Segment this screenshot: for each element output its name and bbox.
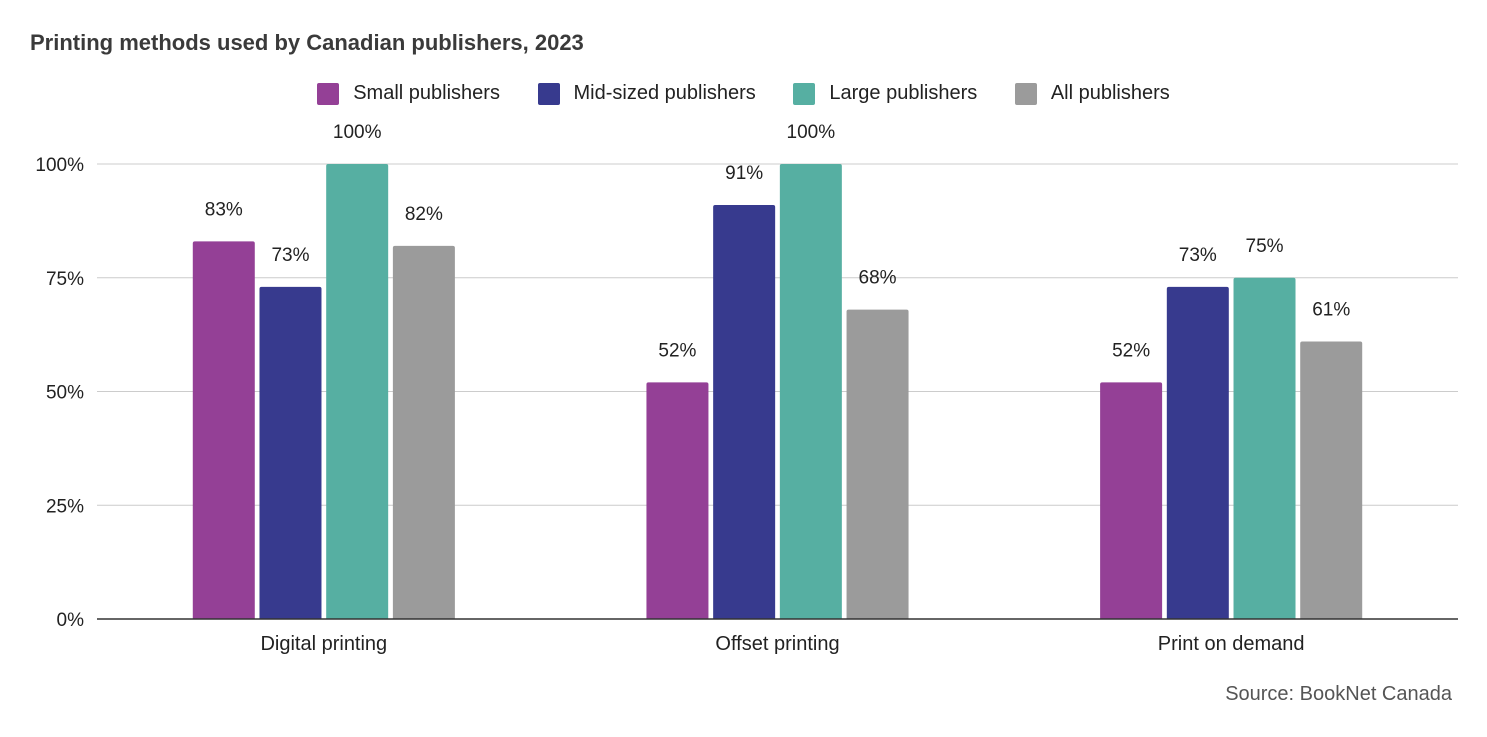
legend-item-large: Large publishers xyxy=(793,82,977,105)
legend: Small publishers Mid-sized publishers La… xyxy=(0,82,1487,111)
legend-label-large: Large publishers xyxy=(829,82,978,104)
legend-label-all: All publishers xyxy=(1050,82,1170,104)
y-tick-label: 100% xyxy=(35,155,84,176)
y-tick-label: 50% xyxy=(46,383,84,404)
data-label: 82% xyxy=(405,204,443,225)
bar xyxy=(646,382,709,619)
data-label: 52% xyxy=(658,340,696,361)
legend-label-mid-sized: Mid-sized publishers xyxy=(573,82,756,104)
legend-swatch-small xyxy=(317,82,340,105)
data-label: 100% xyxy=(787,122,836,143)
data-label: 61% xyxy=(1312,299,1350,320)
data-label: 91% xyxy=(725,163,763,184)
bar xyxy=(846,309,909,619)
legend-label-small: Small publishers xyxy=(353,82,500,104)
bar xyxy=(326,164,389,619)
bar xyxy=(1166,286,1229,619)
data-label: 68% xyxy=(859,268,897,289)
data-label: 75% xyxy=(1246,236,1284,257)
legend-item-mid-sized: Mid-sized publishers xyxy=(537,82,756,105)
y-tick-label: 0% xyxy=(57,610,85,631)
data-label: 100% xyxy=(333,122,382,143)
legend-swatch-large xyxy=(793,82,816,105)
data-label: 83% xyxy=(205,199,243,220)
bar xyxy=(1300,341,1363,619)
data-label: 52% xyxy=(1112,340,1150,361)
legend-item-all: All publishers xyxy=(1014,82,1170,105)
bar xyxy=(713,204,776,619)
bar xyxy=(1100,382,1163,619)
data-label: 73% xyxy=(1179,245,1217,266)
x-tick-label: Digital printing xyxy=(260,633,387,655)
data-label: 73% xyxy=(271,245,309,266)
legend-item-small: Small publishers xyxy=(317,82,500,105)
bar xyxy=(392,245,455,619)
chart-title: Printing methods used by Canadian publis… xyxy=(30,30,584,55)
bar xyxy=(1233,277,1296,619)
bar xyxy=(259,286,322,619)
bar xyxy=(779,164,842,619)
legend-swatch-mid-sized xyxy=(537,82,560,105)
source-note: Source: BookNet Canada xyxy=(1225,683,1452,705)
y-tick-label: 75% xyxy=(46,269,84,290)
bar xyxy=(192,241,255,619)
y-tick-label: 25% xyxy=(46,496,84,517)
x-tick-label: Offset printing xyxy=(715,633,839,655)
legend-swatch-all xyxy=(1014,82,1037,105)
x-tick-label: Print on demand xyxy=(1158,633,1305,655)
